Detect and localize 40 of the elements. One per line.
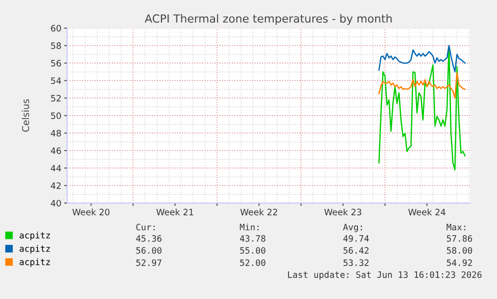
chart-title: ACPI Thermal zone temperatures - by month bbox=[144, 14, 392, 25]
text: 56.42 bbox=[344, 247, 369, 254]
y-tick-label: 42 bbox=[50, 182, 61, 189]
x-tick-label: Week 20 bbox=[72, 208, 110, 216]
y-tick-label: 54 bbox=[51, 78, 62, 84]
line-series bbox=[378, 44, 466, 72]
text: 45.36 bbox=[136, 235, 162, 242]
y-tick-label: 40 bbox=[50, 200, 61, 206]
text: Cur: bbox=[136, 224, 155, 230]
text: Last update: Sat Jun 13 16:01:23 2026 bbox=[288, 271, 482, 280]
text: 52.97 bbox=[136, 259, 162, 266]
text: 43.78 bbox=[240, 235, 266, 242]
y-tick-label: 48 bbox=[50, 130, 61, 137]
y-tick-label: 46 bbox=[50, 147, 61, 154]
y-tick-label: 60 bbox=[51, 24, 61, 32]
line-series bbox=[378, 72, 466, 99]
x-tick-label: Week 22 bbox=[240, 208, 278, 216]
y-tick-label: 50 bbox=[51, 112, 61, 120]
x-tick-label: Week 21 bbox=[156, 208, 194, 216]
text: Avg: bbox=[343, 224, 362, 232]
y-axis-title: Celsius bbox=[22, 99, 30, 132]
text: 54.92 bbox=[446, 259, 472, 266]
y-tick-label: 58 bbox=[51, 42, 61, 50]
text: Max: bbox=[446, 224, 466, 230]
text: 57.86 bbox=[446, 235, 472, 242]
y-tick-label: 56 bbox=[51, 60, 61, 67]
text: 58.00 bbox=[446, 247, 472, 254]
y-tick-label: 44 bbox=[50, 164, 62, 172]
text: 55.00 bbox=[240, 247, 266, 254]
legend-label: acpitz bbox=[20, 245, 50, 254]
text: 53.32 bbox=[344, 259, 369, 266]
x-tick-label: Week 24 bbox=[408, 208, 446, 216]
legend-label: acpitz bbox=[20, 258, 50, 267]
x-tick-label: Week 23 bbox=[324, 208, 362, 216]
text: Min: bbox=[240, 224, 259, 230]
text: 49.74 bbox=[343, 235, 369, 242]
text: 52.00 bbox=[240, 259, 266, 266]
y-tick-label: 52 bbox=[51, 94, 61, 102]
legend-label: acpitz bbox=[20, 232, 50, 240]
text: 56.00 bbox=[136, 247, 162, 254]
